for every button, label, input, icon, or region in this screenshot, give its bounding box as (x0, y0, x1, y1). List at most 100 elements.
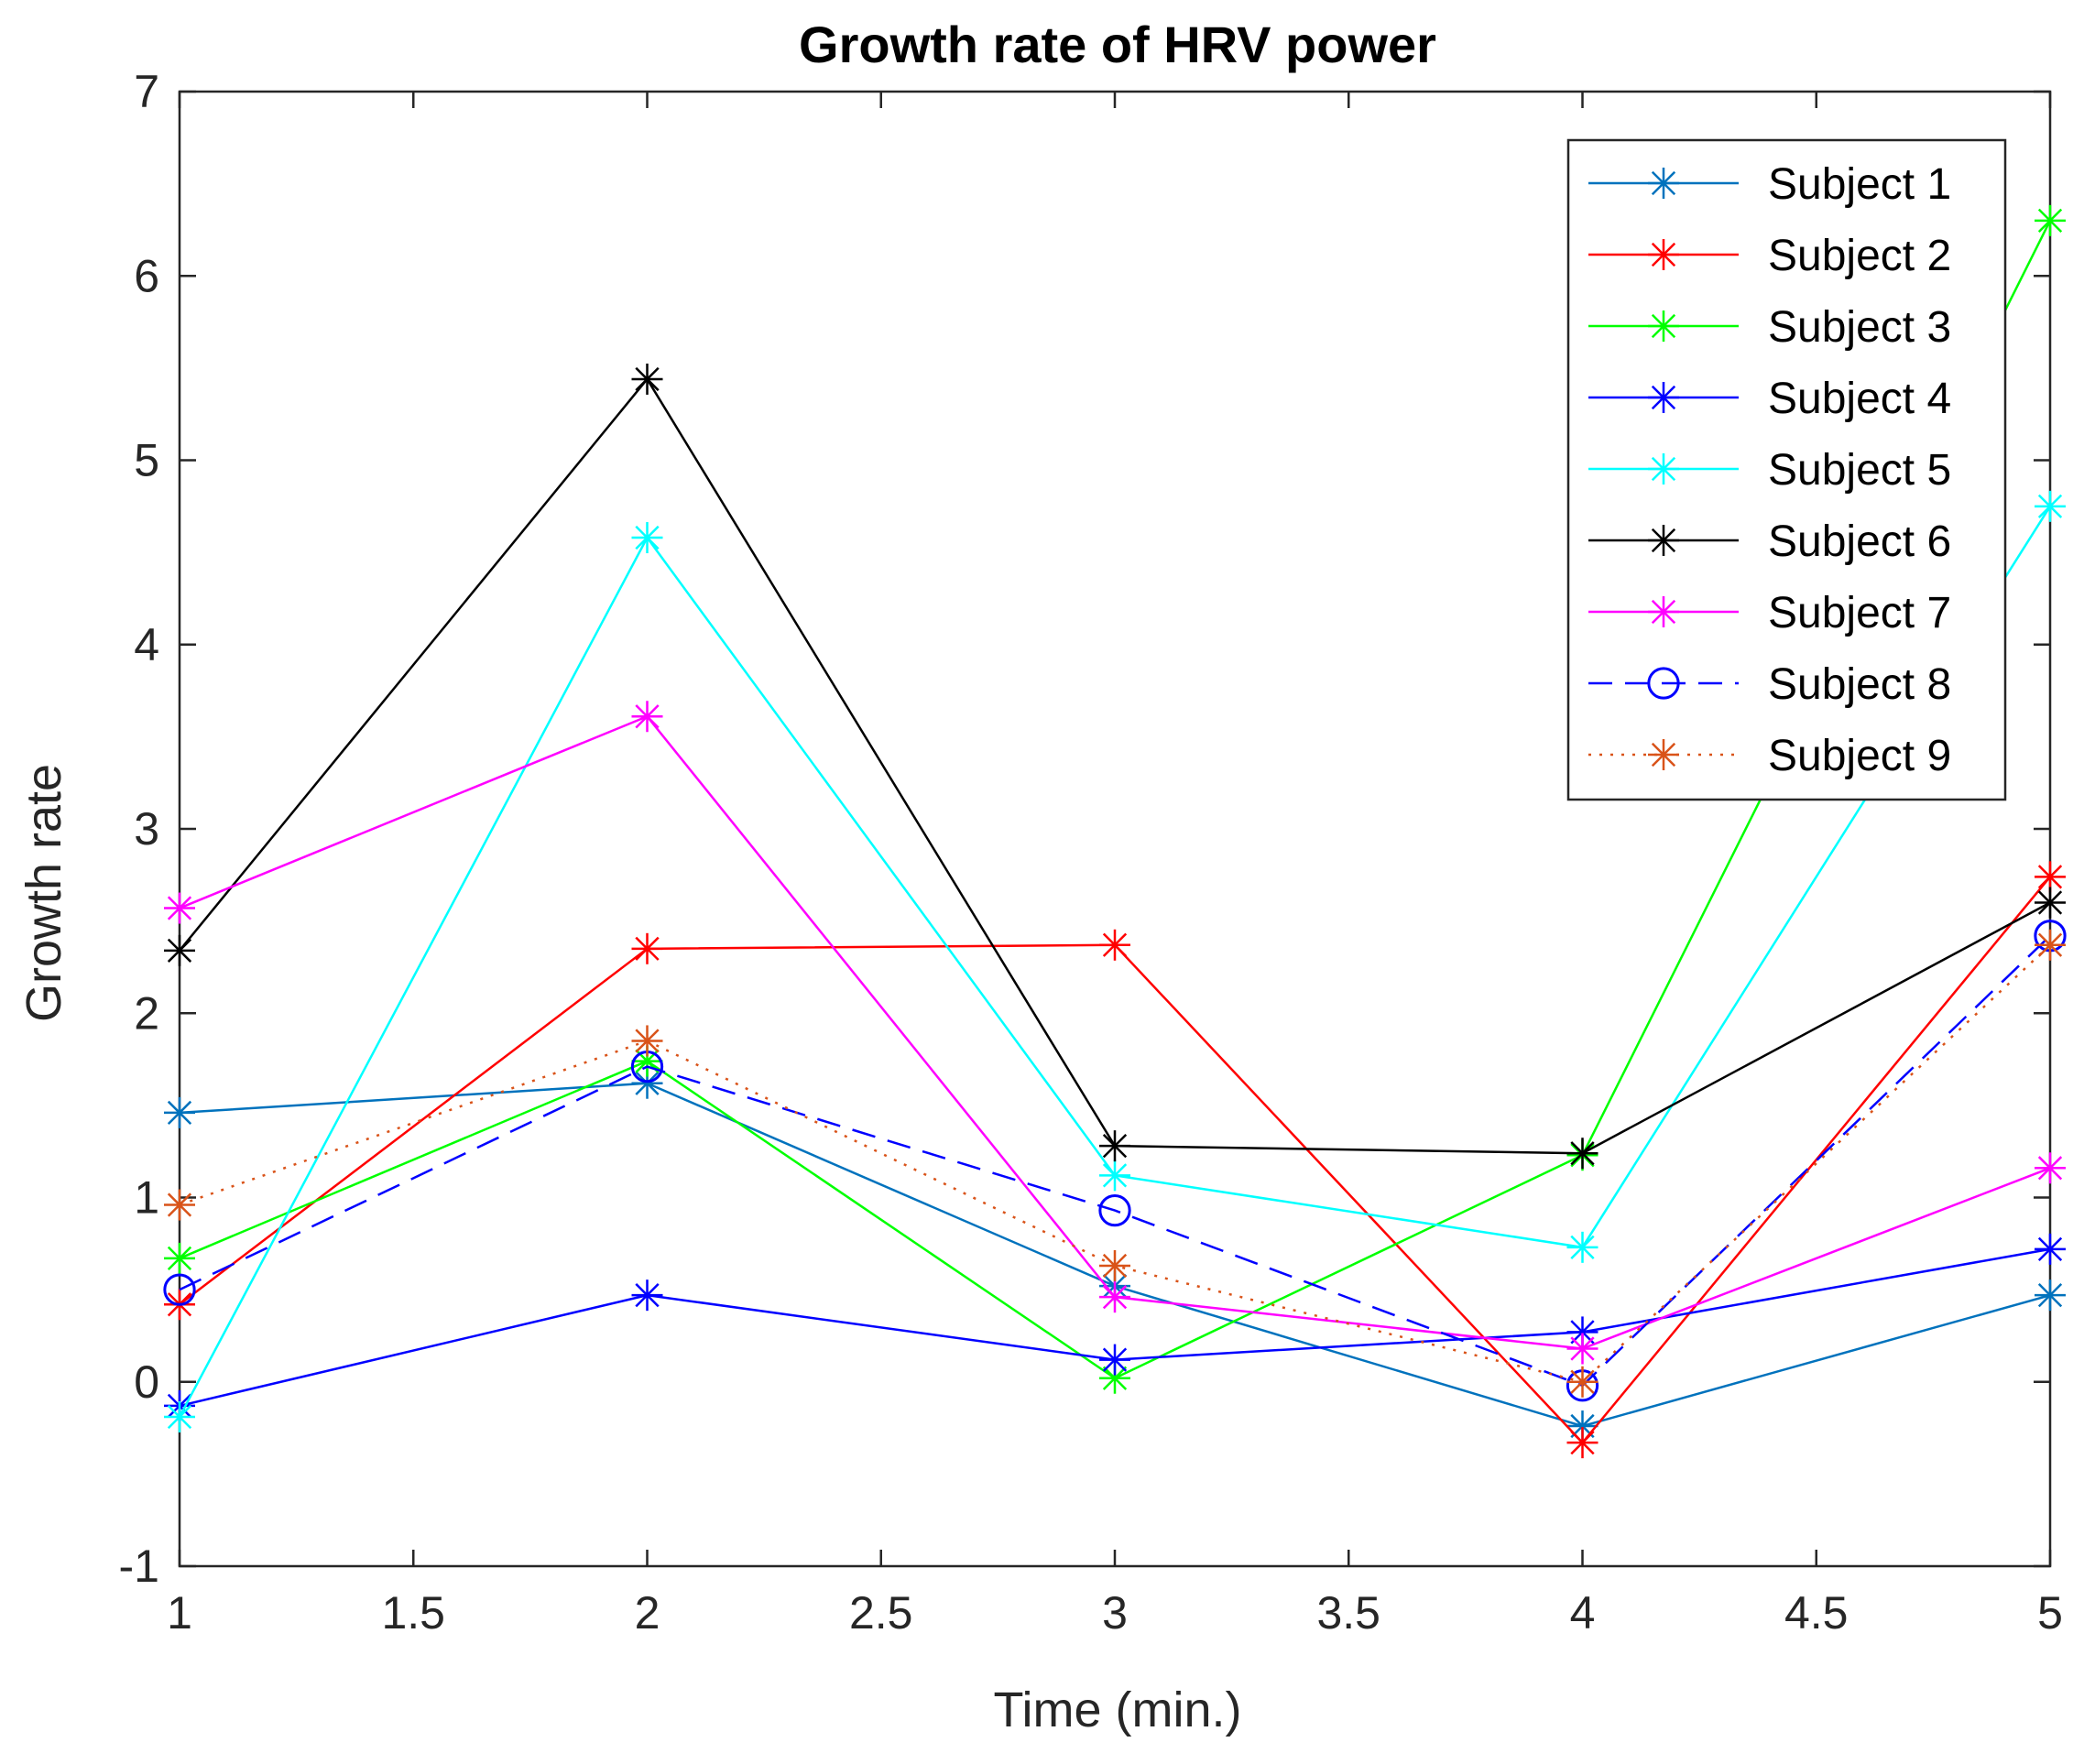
data-point (164, 1400, 195, 1432)
marker-stroke (635, 1071, 660, 1095)
legend-label: Subject 5 (1768, 446, 1951, 495)
marker-stroke (1651, 456, 1676, 482)
legend-label: Subject 4 (1768, 375, 1951, 423)
legend-marker (1648, 382, 1679, 413)
x-tick-label: 2.5 (849, 1587, 913, 1639)
data-point (2035, 929, 2066, 961)
y-tick-label: 5 (134, 435, 159, 486)
legend-label: Subject 1 (1768, 160, 1951, 209)
marker-stroke (635, 1283, 660, 1308)
data-point (1099, 1344, 1130, 1376)
data-point (631, 1025, 663, 1057)
y-tick-label: 0 (134, 1356, 159, 1408)
marker-stroke (1651, 385, 1676, 410)
data-point (1099, 1130, 1130, 1162)
marker-stroke (1651, 242, 1676, 267)
x-tick-label: 1.5 (381, 1587, 445, 1639)
y-tick-label: -1 (119, 1541, 159, 1592)
x-tick-label: 4 (1570, 1587, 1596, 1639)
marker-stroke (635, 366, 660, 392)
legend-marker (1648, 239, 1679, 270)
data-point (164, 1189, 195, 1221)
marker-stroke (1102, 1163, 1128, 1188)
data-point (631, 932, 663, 964)
legend-item-3: Subject 3 (1588, 303, 1951, 352)
series-6 (164, 363, 2066, 1170)
x-axis-label: Time (min.) (994, 1682, 1242, 1737)
marker-stroke (167, 1100, 192, 1126)
legend-marker (1648, 453, 1679, 485)
legend-marker (1648, 168, 1679, 199)
marker-stroke (2037, 1156, 2063, 1181)
y-tick-label: 7 (134, 66, 159, 117)
data-point (631, 701, 663, 733)
data-point (2035, 490, 2066, 522)
marker-stroke (1651, 742, 1676, 768)
legend-marker (1647, 667, 1680, 700)
data-point (2035, 204, 2066, 236)
y-tick-label: 1 (134, 1172, 159, 1224)
y-axis-label: Growth rate (16, 764, 71, 1022)
data-point (1099, 1281, 1130, 1313)
series-5 (164, 490, 2066, 1432)
legend: Subject 1 Subject 2 Subject 3 Subject 4 Subj… (1566, 138, 2007, 801)
series-9 (164, 929, 2066, 1398)
data-point (2035, 887, 2066, 919)
x-tick-label: 3 (1102, 1587, 1128, 1639)
y-tick-label: 2 (134, 987, 159, 1039)
legend-label: Subject 6 (1768, 517, 1951, 566)
data-point (164, 1096, 195, 1128)
marker-stroke (1651, 313, 1676, 339)
legend-marker (1648, 596, 1679, 627)
marker-stroke (635, 1029, 660, 1053)
legend-item-7: Subject 7 (1588, 589, 1951, 637)
marker-stroke (1570, 1320, 1595, 1345)
data-point (1099, 1249, 1130, 1281)
legend-label: Subject 3 (1768, 303, 1951, 352)
series-8 (163, 920, 2067, 1402)
marker-stroke (167, 1404, 192, 1430)
legend-item-5: Subject 5 (1588, 446, 1951, 495)
marker-stroke (1570, 1235, 1595, 1259)
data-point (164, 892, 195, 924)
data-point (1099, 1160, 1130, 1192)
marker-circle (1647, 667, 1680, 700)
data-point (164, 1242, 195, 1274)
legend-label: Subject 9 (1768, 732, 1951, 780)
marker-stroke (1102, 1285, 1128, 1310)
data-point (1566, 1138, 1598, 1170)
legend-item-1: Subject 1 (1588, 160, 1951, 209)
data-point (631, 522, 663, 554)
legend-marker (1648, 525, 1679, 556)
x-tick-label: 3.5 (1316, 1587, 1380, 1639)
legend-marker (1648, 739, 1679, 770)
legend-label: Subject 8 (1768, 660, 1951, 709)
marker-stroke (167, 938, 192, 963)
marker-stroke (1570, 1369, 1595, 1394)
marker-stroke (1570, 1431, 1595, 1455)
series-line (179, 934, 2051, 1388)
legend-item-4: Subject 4 (1588, 375, 1951, 423)
data-point (1099, 929, 1130, 961)
marker-circle (163, 1273, 196, 1306)
marker-stroke (167, 1192, 192, 1217)
x-tick-label: 5 (2037, 1587, 2063, 1639)
series-7 (164, 701, 2066, 1365)
y-tick-label: 4 (134, 619, 159, 670)
marker-stroke (1570, 1336, 1595, 1361)
data-point (1566, 1366, 1598, 1398)
legend-item-2: Subject 2 (1588, 232, 1951, 280)
y-tick-label: 3 (134, 803, 159, 855)
marker-stroke (1102, 1347, 1128, 1372)
x-tick-label: 4.5 (1784, 1587, 1849, 1639)
x-tick-label: 1 (167, 1587, 192, 1639)
data-point (1566, 1427, 1598, 1459)
data-point (2035, 1233, 2066, 1265)
marker-stroke (1102, 1366, 1128, 1390)
legend-item-6: Subject 6 (1588, 517, 1951, 566)
x-tick-label: 2 (635, 1587, 660, 1639)
marker-stroke (1651, 599, 1676, 625)
chart-title: Growth rate of HRV power (799, 16, 1436, 73)
legend-item-8: Subject 8 (1588, 660, 1951, 709)
